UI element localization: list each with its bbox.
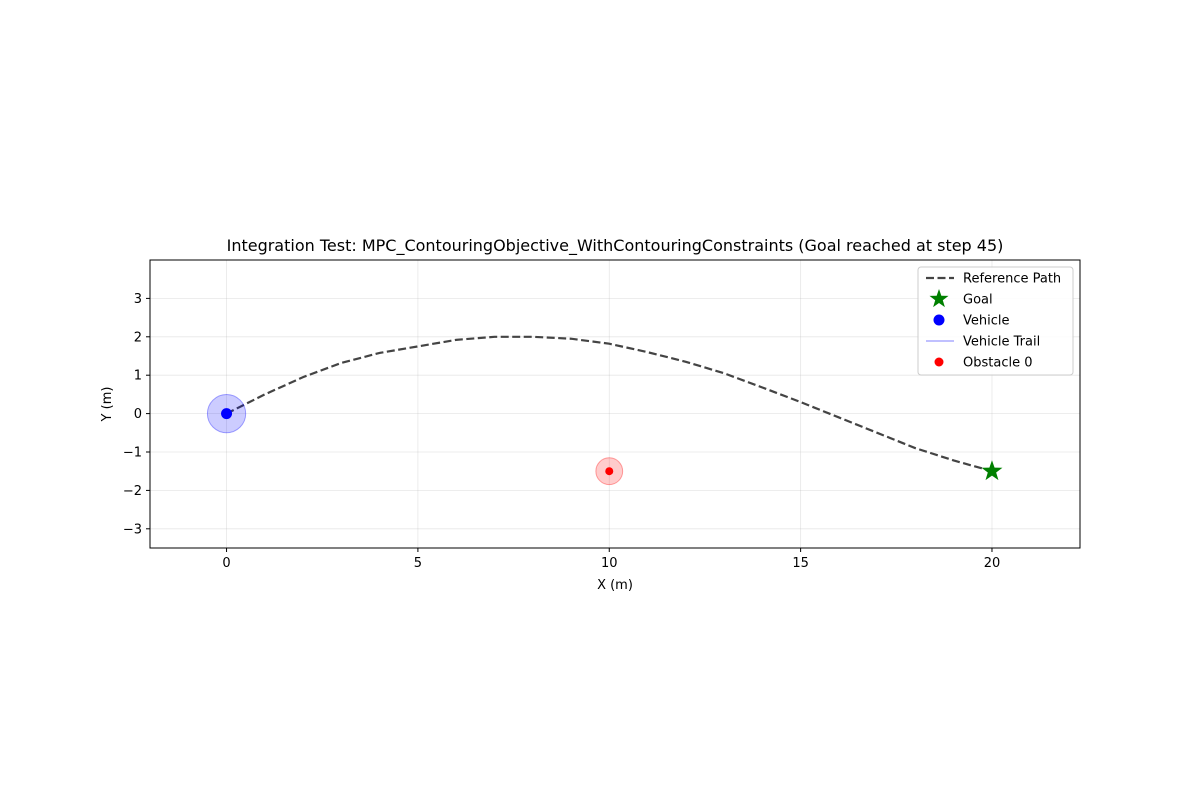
legend-swatch [933, 314, 945, 326]
y-tick-label: −2 [123, 484, 142, 499]
legend-label: Obstacle 0 [963, 356, 1032, 371]
legend-item-reference-path: Reference Path [926, 272, 1061, 287]
y-axis-label: Y (m) [100, 387, 115, 423]
chart-title: Integration Test: MPC_ContouringObjectiv… [227, 236, 1004, 256]
legend-item-goal: Goal [929, 289, 993, 308]
y-tick-label: 2 [134, 330, 142, 345]
x-tick-label: 15 [792, 556, 809, 571]
y-axis: −3 −2 −1 0 1 2 3 [123, 292, 150, 537]
x-tick-label: 5 [414, 556, 422, 571]
legend-item-vehicle: Vehicle [933, 314, 1010, 329]
y-tick-label: −3 [123, 522, 142, 537]
axes-frame [149, 259, 1081, 549]
x-axis: 0 5 10 15 20 [222, 548, 1000, 571]
legend-label: Goal [963, 293, 993, 308]
legend-label: Reference Path [963, 272, 1061, 287]
legend-box [917, 266, 1074, 376]
y-tick-label: 0 [134, 407, 142, 422]
legend-swatch [934, 357, 944, 367]
legend-swatch [929, 289, 949, 308]
x-tick-label: 10 [601, 556, 618, 571]
obstacle-0-marker [605, 467, 614, 476]
legend-label: Vehicle Trail [963, 335, 1040, 350]
goal-marker [981, 460, 1003, 481]
legend: Reference Path Goal Vehicle Vehicle Trail Ob… [917, 266, 1074, 376]
y-tick-label: 3 [134, 292, 142, 307]
plot-area [206, 335, 1003, 486]
legend-item-vehicle-trail: Vehicle Trail [926, 335, 1040, 350]
x-tick-label: 20 [984, 556, 1001, 571]
vehicle-marker [221, 408, 233, 420]
x-tick-label: 0 [222, 556, 230, 571]
y-tick-label: −1 [123, 446, 142, 461]
y-tick-label: 1 [134, 369, 142, 384]
legend-item-obstacle-0: Obstacle 0 [934, 356, 1032, 371]
x-axis-label: X (m) [597, 578, 633, 593]
legend-label: Vehicle [963, 314, 1010, 329]
reference-path-line [226, 335, 993, 473]
